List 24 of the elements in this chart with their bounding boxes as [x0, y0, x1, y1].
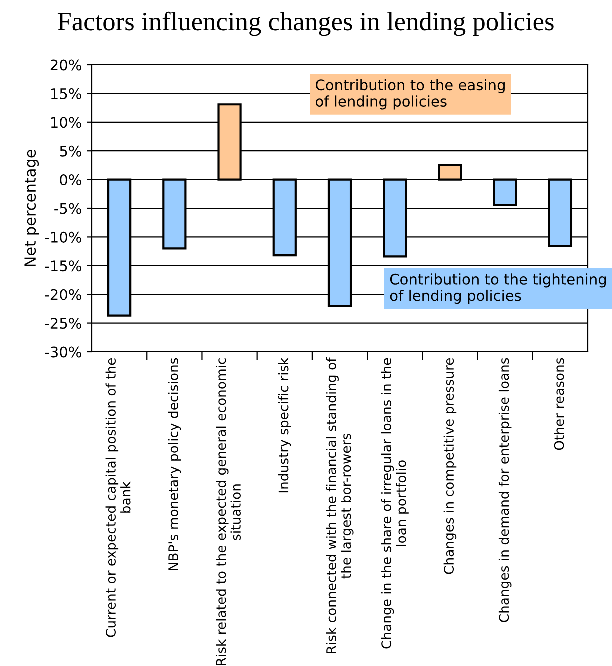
x-tick-label: Current or expected capital position of the bank [106, 358, 131, 638]
y-tick-label: 0% [60, 174, 82, 186]
x-tick-label: Risk related to the expected general economic situation [216, 358, 241, 666]
y-tick-label: 5% [60, 146, 82, 157]
y-tick-label: -10% [45, 232, 82, 243]
x-tick-label: Industry specific risk [278, 358, 292, 493]
x-tick-label: Change in the share of irregular loans in the loan portfolio [381, 358, 409, 649]
y-tick-label: -15% [45, 260, 82, 272]
y-tick-label: 10% [51, 117, 82, 128]
x-tick-label: Changes in demand for enterprise loans [498, 358, 512, 622]
y-tick-label: -5% [54, 203, 82, 214]
chart-title: Factors influencing changes in lending policies [58, 12, 554, 36]
y-axis-title: Net percentage [24, 150, 40, 266]
y-tick-label: 20% [50, 60, 82, 71]
x-tick-label: Changes in competitive pressure [444, 358, 457, 574]
y-tick-label: -20% [45, 289, 82, 300]
annotation: Contribution to the easing of lending policies [316, 79, 505, 110]
x-tick-label: Risk connected with the financial standing of the largest bor-rowers [326, 357, 354, 654]
annotation: Contribution to the tightening of lending policies [390, 274, 606, 304]
y-tick-label: 15% [51, 88, 82, 100]
y-tick-label: -30% [45, 346, 82, 358]
y-tick-label: -25% [45, 318, 82, 330]
x-tick-label: NBP's monetary policy decisions [168, 358, 182, 570]
x-tick-label: Other reasons [554, 358, 564, 450]
